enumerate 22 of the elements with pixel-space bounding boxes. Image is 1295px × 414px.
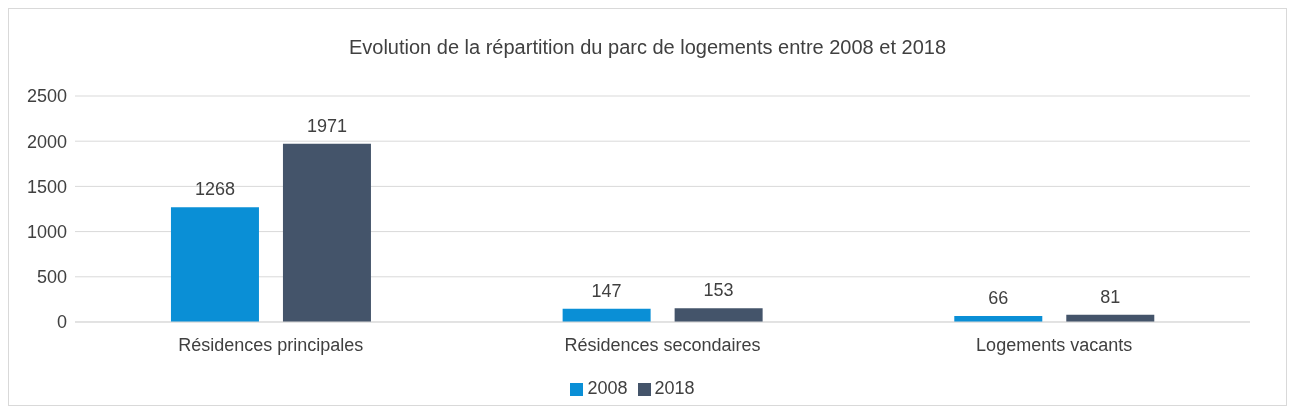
x-tick-label: Résidences principales: [178, 334, 364, 355]
x-tick-label: Logements vacants: [976, 334, 1133, 355]
legend-label: 2008: [587, 378, 628, 398]
data-label: 153: [703, 280, 734, 301]
bar: [674, 308, 763, 322]
chart-title: Evolution de la répartition du parc de logements entre 2008 et 2018: [347, 35, 948, 60]
x-tick-label: Résidences secondaires: [564, 334, 761, 355]
data-label: 147: [591, 280, 622, 301]
legend-label: 2018: [654, 378, 695, 398]
bar: [170, 207, 259, 322]
y-tick-label: 0: [56, 312, 67, 333]
data-label: 66: [988, 288, 1009, 309]
data-label: 1268: [194, 179, 235, 200]
y-tick-label: 2500: [26, 86, 67, 107]
bar: [562, 308, 651, 322]
data-label: 1971: [306, 115, 347, 136]
y-tick-label: 1000: [26, 221, 67, 242]
bar: [282, 143, 371, 322]
data-label: 81: [1100, 286, 1121, 307]
y-tick-label: 500: [36, 267, 67, 288]
y-tick-label: 1500: [26, 176, 67, 197]
y-tick-label: 2000: [26, 131, 67, 152]
